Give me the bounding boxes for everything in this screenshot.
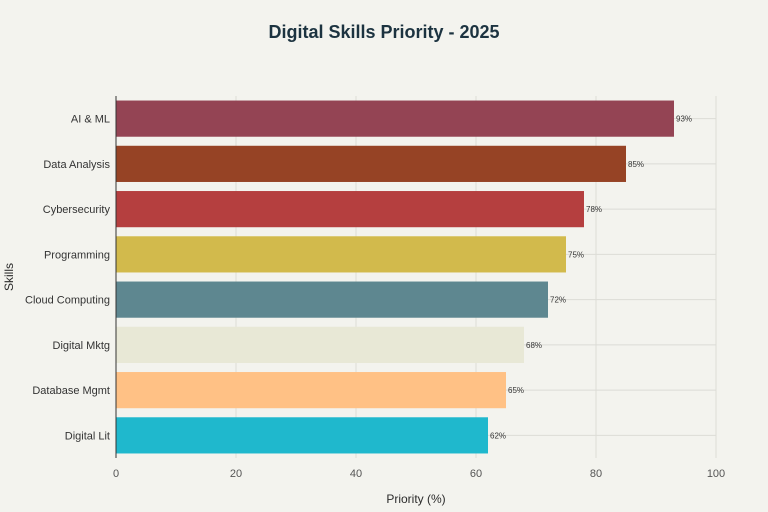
bar	[116, 145, 626, 182]
bar	[116, 281, 548, 318]
x-tick-label: 100	[707, 468, 725, 480]
bar	[116, 100, 674, 137]
x-tick-label: 40	[350, 468, 362, 480]
x-tick-label: 0	[113, 468, 119, 480]
y-tick-labels: AI & ML Data Analysis Cybersecurity Program…	[25, 114, 110, 443]
y-axis-label: Skills	[2, 263, 16, 291]
bar	[116, 326, 524, 363]
bar-value-label: 68%	[526, 341, 542, 350]
y-tick-label: Digital Lit	[65, 430, 110, 442]
bar	[116, 191, 584, 228]
y-tick-label: Database Mgmt	[32, 385, 110, 397]
bar-value-label: 93%	[676, 115, 692, 124]
x-tick-labels: 0 20 40 60 80 100	[113, 468, 725, 480]
bar-value-label: 65%	[508, 386, 524, 395]
bar	[116, 417, 488, 454]
bar	[116, 236, 566, 273]
x-axis-label: Priority (%)	[386, 492, 445, 506]
bar-value-label: 85%	[628, 160, 644, 169]
x-tick-label: 80	[590, 468, 602, 480]
bar-value-label: 75%	[568, 250, 584, 259]
bar-value-label: 78%	[586, 205, 602, 214]
y-tick-label: Programming	[44, 249, 110, 261]
x-tick-label: 60	[470, 468, 482, 480]
y-tick-label: AI & ML	[71, 114, 110, 126]
y-tick-label: Digital Mktg	[53, 340, 110, 352]
bar-layer: 93% 85% 78% 75% 72% 68% 65% 62%	[116, 100, 692, 454]
bar-value-label: 62%	[490, 431, 506, 440]
y-tick-label: Data Analysis	[43, 159, 110, 171]
x-tick-label: 20	[230, 468, 242, 480]
chart-title: Digital Skills Priority - 2025	[268, 22, 499, 42]
y-tick-label: Cybersecurity	[43, 204, 111, 216]
bar-value-label: 72%	[550, 296, 566, 305]
bar	[116, 372, 506, 409]
y-tick-label: Cloud Computing	[25, 295, 110, 307]
